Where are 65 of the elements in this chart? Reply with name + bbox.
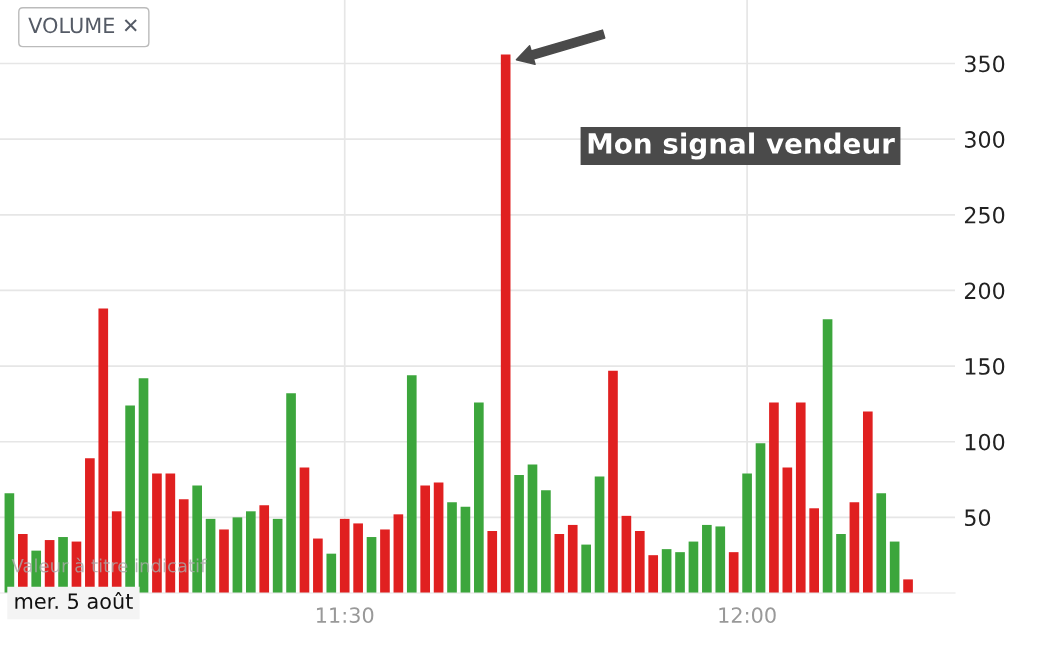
bar (259, 505, 270, 593)
bar (500, 54, 511, 593)
bar (903, 579, 913, 593)
bar (514, 475, 524, 593)
bar (621, 515, 632, 593)
y-tick-label: 250 (964, 206, 1005, 224)
bar (339, 518, 350, 593)
x-tick-label: 11:30 (316, 607, 374, 624)
bar (702, 524, 712, 593)
y-tick-label: 150 (965, 358, 1005, 375)
bar (608, 370, 618, 593)
bar (889, 541, 900, 593)
bar (876, 493, 887, 593)
bar (728, 552, 739, 593)
bar (286, 393, 296, 593)
y-tick-label: 200 (964, 282, 1005, 300)
y-tick-label: 300 (965, 131, 1005, 148)
bar (232, 517, 243, 593)
bar (433, 482, 444, 593)
bar (272, 518, 283, 593)
bar (862, 411, 873, 593)
bar (554, 534, 565, 593)
annotation: Mon signal vendeur (588, 132, 895, 160)
bar (836, 534, 846, 593)
bar (313, 538, 323, 593)
bar (567, 524, 578, 593)
bar (474, 402, 484, 593)
bar (634, 530, 645, 593)
bar (299, 467, 310, 593)
y-tick-label: 350 (965, 55, 1005, 73)
y-tick-label: 100 (965, 433, 1005, 451)
bar (205, 518, 216, 593)
bar (715, 526, 726, 593)
bar (755, 443, 766, 593)
bar (581, 544, 591, 593)
x-tick-label: 12:00 (719, 607, 776, 624)
annotation: mer. 5 août (15, 592, 133, 610)
bar (527, 464, 538, 593)
bar (822, 319, 833, 593)
bar (849, 502, 860, 593)
bar (447, 502, 457, 593)
bar (245, 511, 256, 593)
annotation: VOLUME ✕ (28, 17, 137, 34)
bar (487, 530, 498, 593)
bar (326, 553, 337, 593)
bar (675, 552, 685, 593)
bar (795, 402, 806, 593)
bar (380, 529, 390, 593)
bar (460, 506, 471, 593)
bar (594, 476, 605, 593)
bar (769, 402, 779, 593)
bar (366, 537, 377, 593)
bar (406, 375, 417, 593)
bar (420, 485, 431, 593)
bar (688, 541, 699, 593)
bar (782, 467, 793, 593)
bar (541, 490, 551, 593)
bar (393, 514, 404, 593)
bar (742, 473, 752, 593)
bar (353, 523, 363, 593)
y-tick-label: 50 (965, 509, 991, 527)
bar (661, 549, 672, 593)
bar (809, 508, 819, 593)
bar (648, 555, 659, 593)
bar (219, 529, 229, 593)
